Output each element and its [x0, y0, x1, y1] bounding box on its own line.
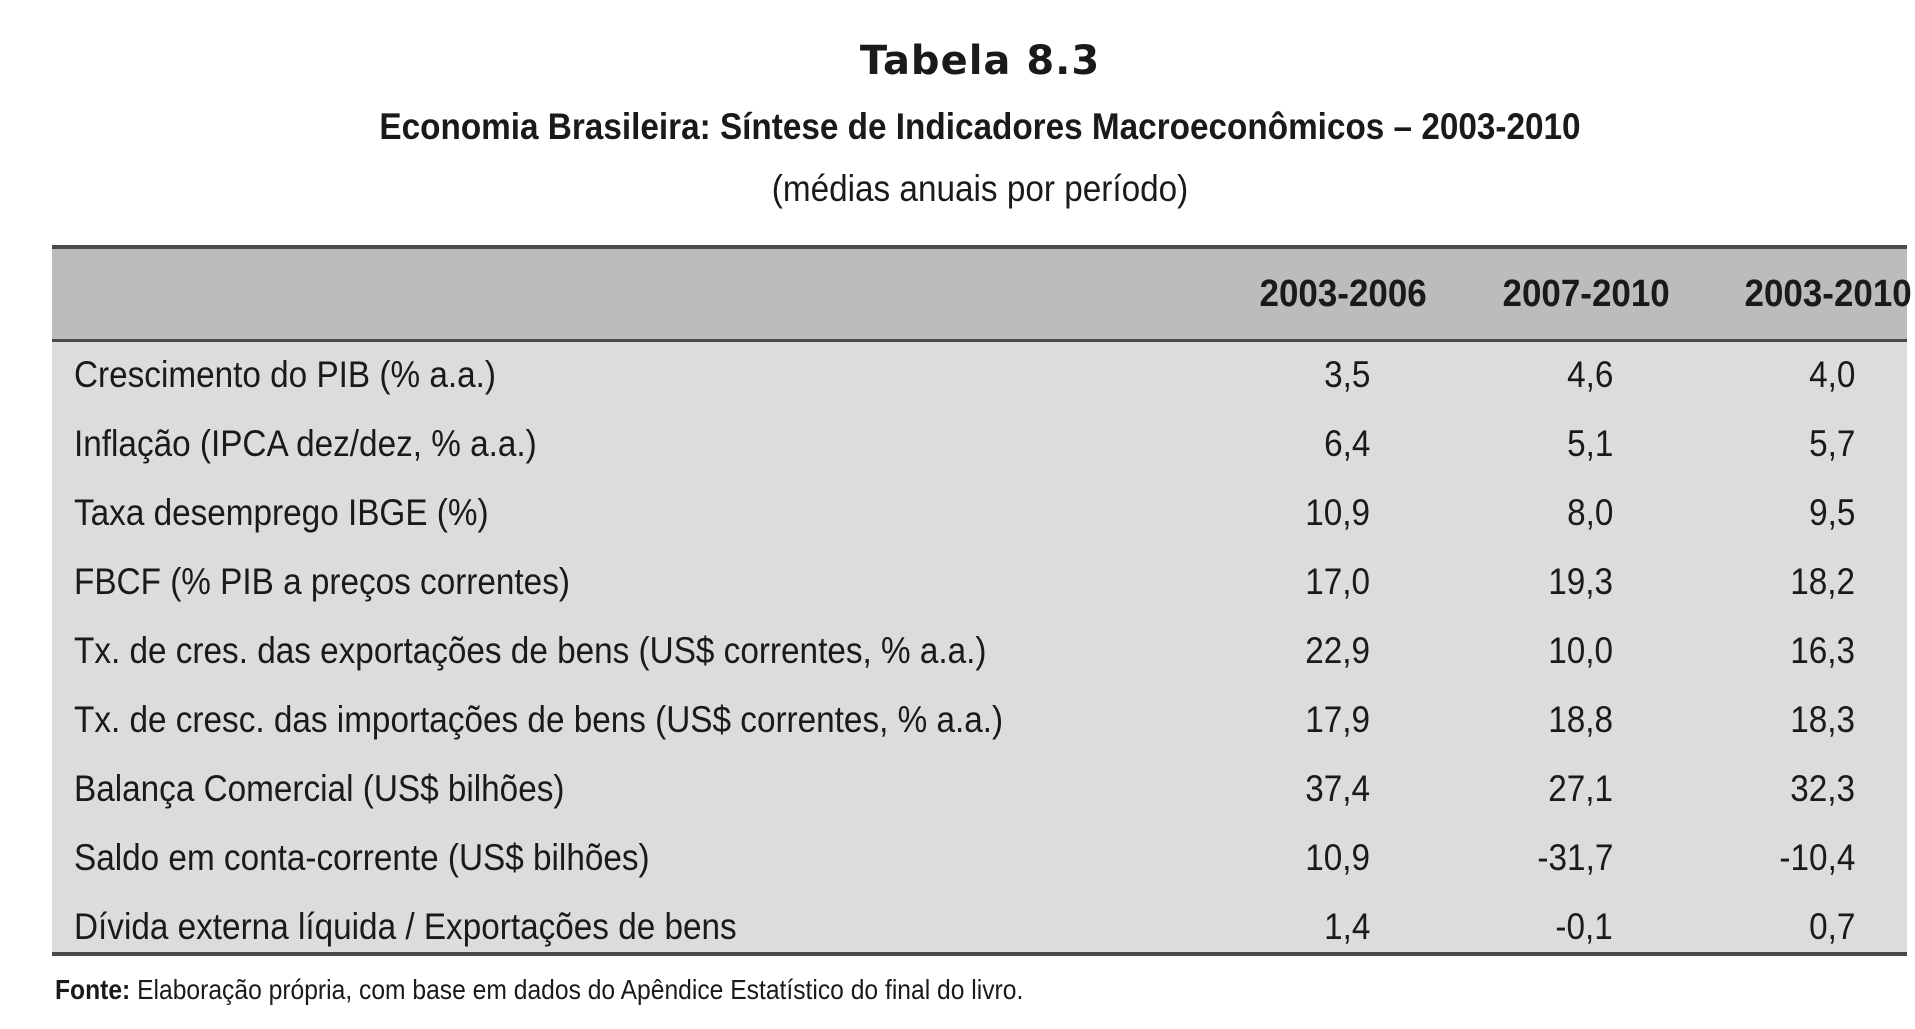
cell-2003-2006: 17,9: [1305, 699, 1370, 740]
cell-2003-2006: 3,5: [1323, 354, 1370, 395]
cell-2003-2010: -10,4: [1779, 837, 1855, 878]
row-label: Crescimento do PIB (% a.a.): [74, 354, 496, 395]
cell-2003-2010: 5,7: [1808, 423, 1855, 464]
table-subtitle: Economia Brasileira: Síntese de Indicado…: [379, 106, 1581, 147]
table-title: Tabela 8.3: [859, 38, 1101, 84]
table-row: Crescimento do PIB (% a.a.) 3,5 4,6 4,0: [52, 342, 1907, 411]
cell-2003-2010: 16,3: [1790, 630, 1855, 671]
row-label: Tx. de cres. das exportações de bens (US…: [74, 630, 987, 671]
row-label: Tx. de cresc. das importações de bens (U…: [74, 699, 1004, 740]
cell-2007-2010: 18,8: [1548, 699, 1613, 740]
cell-2003-2006: 22,9: [1305, 630, 1370, 671]
cell-2003-2010: 18,2: [1790, 561, 1855, 602]
cell-2003-2010: 0,7: [1808, 906, 1855, 947]
cell-2003-2010: 4,0: [1808, 354, 1855, 395]
table-row: Dívida externa líquida / Exportações de …: [52, 894, 1907, 963]
cell-2003-2006: 1,4: [1323, 906, 1370, 947]
header-2007-2010: 2007-2010: [1502, 273, 1670, 315]
cell-2007-2010: 27,1: [1548, 768, 1613, 809]
row-label: FBCF (% PIB a preços correntes): [74, 561, 570, 602]
row-label: Dívida externa líquida / Exportações de …: [74, 906, 737, 947]
cell-2007-2010: 8,0: [1566, 492, 1613, 533]
row-label: Saldo em conta-corrente (US$ bilhões): [74, 837, 650, 878]
table-row: Tx. de cresc. das importações de bens (U…: [52, 687, 1907, 756]
cell-2003-2006: 10,9: [1305, 837, 1370, 878]
table-row: Balança Comercial (US$ bilhões) 37,4 27,…: [52, 756, 1907, 825]
table-row: Inflação (IPCA dez/dez, % a.a.) 6,4 5,1 …: [52, 411, 1907, 480]
row-label: Taxa desemprego IBGE (%): [74, 492, 489, 533]
indicators-table: 2003-2006 2007-2010 2003-2010 Cresciment…: [52, 245, 1912, 956]
cell-2003-2006: 6,4: [1323, 423, 1370, 464]
table-row: Tx. de cres. das exportações de bens (US…: [52, 618, 1907, 687]
cell-2003-2006: 37,4: [1305, 768, 1370, 809]
row-label: Inflação (IPCA dez/dez, % a.a.): [74, 423, 537, 464]
cell-2003-2010: 32,3: [1790, 768, 1855, 809]
cell-2007-2010: 5,1: [1566, 423, 1613, 464]
table-row: Saldo em conta-corrente (US$ bilhões) 10…: [52, 825, 1907, 894]
cell-2007-2010: 10,0: [1548, 630, 1613, 671]
source-text: Elaboração própria, com base em dados do…: [137, 974, 1024, 1005]
header-2003-2010: 2003-2010: [1744, 273, 1912, 315]
table-row: Taxa desemprego IBGE (%) 10,9 8,0 9,5: [52, 480, 1907, 549]
table-header-row: 2003-2006 2007-2010 2003-2010: [52, 249, 1912, 342]
cell-2003-2006: 17,0: [1305, 561, 1370, 602]
cell-2003-2010: 18,3: [1790, 699, 1855, 740]
source-label: Fonte:: [55, 974, 131, 1005]
cell-2007-2010: 19,3: [1548, 561, 1613, 602]
source-note: Fonte: Elaboração própria, com base em d…: [55, 974, 1023, 1006]
cell-2007-2010: 4,6: [1566, 354, 1613, 395]
cell-2003-2010: 9,5: [1808, 492, 1855, 533]
cell-2007-2010: -31,7: [1537, 837, 1613, 878]
header-2003-2006: 2003-2006: [1259, 273, 1427, 315]
row-label: Balança Comercial (US$ bilhões): [74, 768, 565, 809]
cell-2007-2010: -0,1: [1555, 906, 1613, 947]
table-note: (médias anuais por período): [771, 168, 1189, 209]
cell-2003-2006: 10,9: [1305, 492, 1370, 533]
table-row: FBCF (% PIB a preços correntes) 17,0 19,…: [52, 549, 1907, 618]
